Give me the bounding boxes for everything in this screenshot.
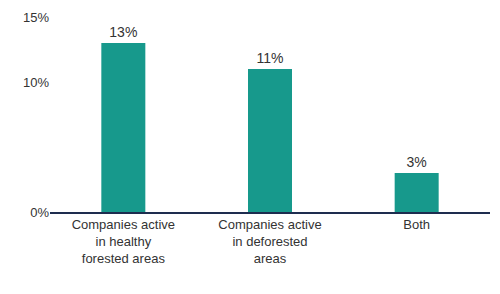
svg-text:Companies activein deforesteda: Companies activein deforestedareas — [218, 217, 321, 266]
svg-text:Companies activein healthyfore: Companies activein healthyforested areas — [72, 217, 175, 266]
svg-text:0%: 0% — [30, 205, 49, 220]
svg-text:3%: 3% — [407, 154, 427, 170]
svg-text:11%: 11% — [257, 50, 284, 66]
svg-text:15%: 15% — [23, 10, 49, 25]
svg-text:10%: 10% — [23, 75, 49, 90]
svg-text:13%: 13% — [109, 24, 137, 40]
svg-text:Both: Both — [403, 217, 430, 232]
